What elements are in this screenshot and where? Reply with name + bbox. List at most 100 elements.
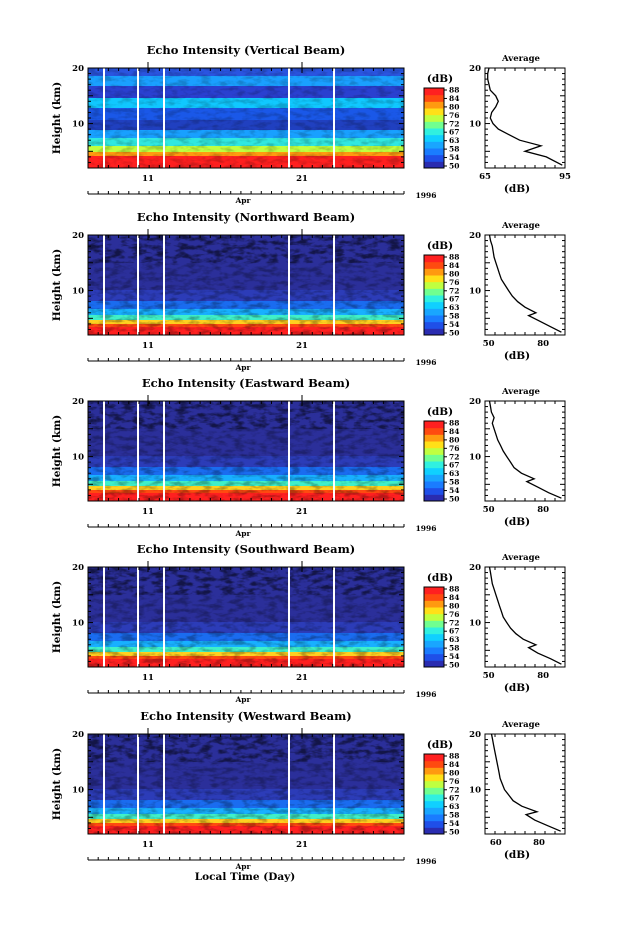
- colorbar-tick-label: 84: [449, 261, 459, 270]
- colorbar-segment: [424, 288, 444, 296]
- y-tick-label: 20: [72, 64, 84, 74]
- colorbar-segment: [424, 800, 444, 808]
- average-frame: [484, 67, 566, 169]
- colorbar-label: (dB): [427, 240, 453, 252]
- colorbar-tick-label: 84: [449, 94, 459, 103]
- colorbar-segment: [424, 620, 444, 628]
- data-gap: [163, 734, 165, 834]
- colorbar-segment: [424, 315, 444, 323]
- colorbar-segment: [424, 255, 444, 263]
- data-gap: [288, 235, 290, 335]
- data-gap: [103, 401, 105, 501]
- colorbar-segment: [424, 161, 444, 169]
- colorbar-segment: [424, 760, 444, 768]
- average-title: Average: [501, 720, 541, 730]
- day-tick-label: 11: [142, 507, 154, 517]
- colorbar-segment: [424, 94, 444, 102]
- colorbar-label: (dB): [427, 73, 453, 85]
- avg-y-tick-label: 10: [469, 120, 481, 130]
- average-line: [487, 67, 563, 166]
- avg-x-tick-label: 80: [533, 838, 545, 848]
- colorbar-segment: [424, 814, 444, 822]
- y-tick-label: 10: [72, 287, 84, 297]
- colorbar-segment: [424, 281, 444, 289]
- colorbar-segment: [424, 114, 444, 122]
- colorbar-segment: [424, 261, 444, 269]
- colorbar-segment: [424, 128, 444, 136]
- x-axis-label: Local Time (Day): [195, 871, 295, 883]
- colorbar-segment: [424, 600, 444, 608]
- colorbar-segment: [424, 108, 444, 116]
- day-tick-label: 21: [296, 341, 308, 351]
- colorbar-segment: [424, 308, 444, 316]
- colorbar-segment: [424, 88, 444, 96]
- average-line: [488, 234, 562, 333]
- data-gap: [333, 68, 335, 168]
- colorbar-tick-label: 54: [449, 652, 459, 661]
- colorbar-segment: [424, 134, 444, 142]
- day-tick-label: 11: [142, 341, 154, 351]
- avg-x-tick-label: 80: [537, 339, 549, 349]
- colorbar-tick-label: 67: [449, 295, 459, 304]
- colorbar-segment: [424, 121, 444, 129]
- heatmap-area: [88, 734, 404, 834]
- data-gap: [137, 235, 139, 335]
- data-gap: [137, 401, 139, 501]
- colorbar-label: (dB): [427, 572, 453, 584]
- panel-2: Echo Intensity (Northward Beam) 20 10 Heigh…: [51, 210, 566, 372]
- avg-y-tick-label: 20: [469, 563, 481, 573]
- avg-x-tick-label: 80: [537, 505, 549, 515]
- colorbar-segment: [424, 454, 444, 462]
- y-axis-label: Height (km): [51, 748, 63, 820]
- y-tick-label: 10: [72, 453, 84, 463]
- colorbar-segment: [424, 434, 444, 442]
- data-gap: [103, 68, 105, 168]
- colorbar-tick-label: 72: [449, 452, 459, 461]
- colorbar-tick-label: 84: [449, 593, 459, 602]
- day-tick-label: 21: [296, 507, 308, 517]
- colorbar-segment: [424, 780, 444, 788]
- avg-x-tick-label: 65: [479, 172, 491, 182]
- data-gap: [333, 734, 335, 834]
- colorbar-tick-label: 50: [449, 828, 459, 837]
- data-gap: [333, 567, 335, 667]
- year-label: 1996: [416, 690, 437, 699]
- average-profile: Average 20 10 65 95 (dB): [469, 54, 571, 195]
- colorbar-tick-label: 76: [449, 610, 459, 619]
- avg-y-tick-label: 10: [469, 786, 481, 796]
- colorbar-tick-label: 67: [449, 128, 459, 137]
- data-gap: [163, 68, 165, 168]
- y-axis-label: Height (km): [51, 581, 63, 653]
- colorbar-segment: [424, 268, 444, 276]
- data-gap: [163, 567, 165, 667]
- avg-y-tick-label: 10: [469, 619, 481, 629]
- month-label: Apr: [234, 695, 251, 704]
- panel-1: Echo Intensity (Vertical Beam) 20 10 Height…: [51, 43, 571, 205]
- colorbar-tick-label: 58: [449, 145, 459, 154]
- avg-x-tick-label: 50: [483, 671, 495, 681]
- colorbar-tick-label: 76: [449, 111, 459, 120]
- avg-x-tick-label: 95: [559, 172, 571, 182]
- month-label: Apr: [234, 529, 251, 538]
- panel-title: Echo Intensity (Eastward Beam): [142, 376, 350, 390]
- data-gap: [137, 734, 139, 834]
- colorbar-segment: [424, 421, 444, 429]
- colorbar-segment: [424, 587, 444, 595]
- colorbar-tick-label: 67: [449, 794, 459, 803]
- colorbar-segment: [424, 640, 444, 648]
- colorbar-tick-label: 54: [449, 486, 459, 495]
- colorbar-tick-label: 54: [449, 819, 459, 828]
- data-gap: [333, 235, 335, 335]
- colorbar-frame: [423, 420, 445, 502]
- colorbar-segment: [424, 660, 444, 668]
- avg-y-tick-label: 20: [469, 64, 481, 74]
- average-title: Average: [501, 553, 541, 563]
- colorbar-segment: [424, 754, 444, 762]
- day-tick-label: 11: [142, 673, 154, 683]
- colorbar-segment: [424, 774, 444, 782]
- colorbar-segment: [424, 467, 444, 475]
- colorbar-segment: [424, 427, 444, 435]
